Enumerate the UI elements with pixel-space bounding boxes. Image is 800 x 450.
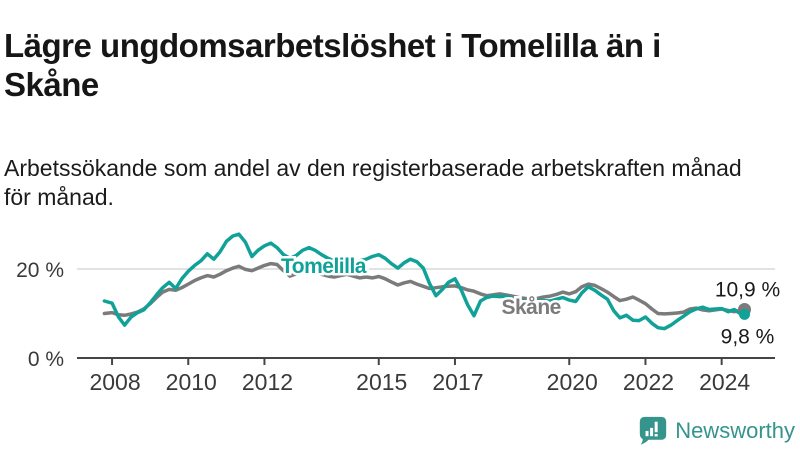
x-tick-label: 2010 [166,369,217,395]
end-value-label-skåne: 10,9 % [715,278,780,301]
page-title: Lägre ungdomsarbetslöshet i Tomelilla än… [4,26,784,104]
series-line-skåne [102,261,747,318]
y-tick-label: 20 % [16,259,64,282]
end-dot-tomelilla [739,308,751,320]
page-title-line2: Skåne [4,66,99,104]
x-tick-label: 2024 [699,369,750,395]
page-subtitle-line2: för månad. [4,184,114,210]
x-tick-label: 2012 [242,369,293,395]
brand-name: Newsworthy [675,417,795,443]
series-line-tomelilla [102,232,747,331]
page-subtitle: Arbetssökande som andel av den registerb… [4,154,794,212]
x-tick-label: 2022 [623,369,674,395]
logo-bar-1 [645,430,649,437]
newsworthy-logo[interactable]: Newsworthy [638,416,795,445]
x-tick-label: 2020 [547,369,598,395]
logo-exclamation-dot [654,434,658,437]
x-tick-label: 2017 [432,369,483,395]
page-title-line1: Lägre ungdomsarbetslöshet i Tomelilla än… [4,27,661,65]
series-label-tomelilla: Tomelilla [281,255,367,278]
newsworthy-logo-icon [640,416,667,445]
logo-exclamation-bar [654,421,658,433]
y-tick-label: 0 % [28,348,64,371]
end-value-label-tomelilla: 9,8 % [721,325,775,348]
page-subtitle-line1: Arbetssökande som andel av den registerb… [4,155,742,181]
x-tick-label: 2008 [89,369,140,395]
x-tick-label: 2015 [356,369,407,395]
logo-bar-2 [650,427,654,437]
series-label-skåne: Skåne [501,296,560,319]
